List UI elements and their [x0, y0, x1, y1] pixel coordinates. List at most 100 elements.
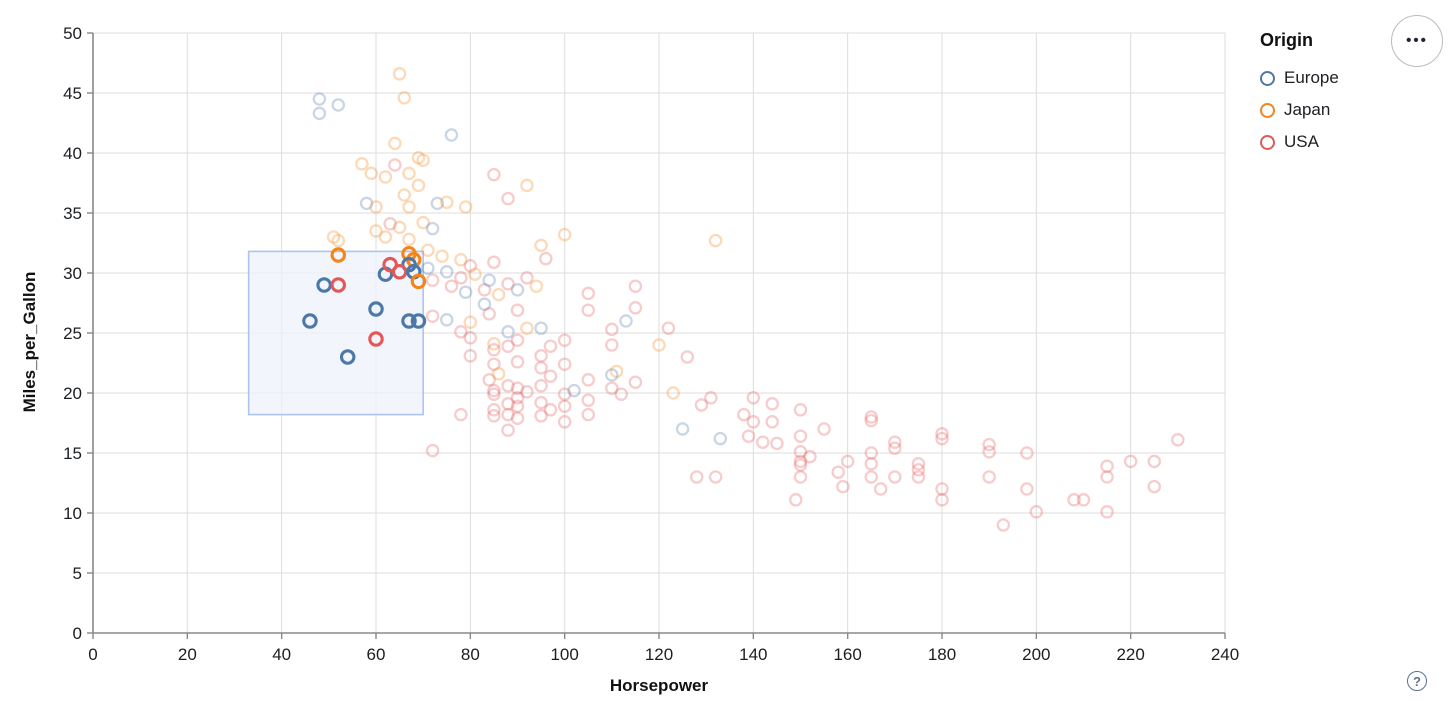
data-point: [793, 470, 808, 484]
data-point: [534, 409, 548, 423]
data-point: [557, 387, 572, 401]
data-point: [410, 313, 427, 329]
data-point: [501, 277, 515, 291]
data-point: [746, 391, 761, 405]
data-point: [487, 387, 501, 401]
data-point: [454, 325, 468, 339]
data-point: [477, 297, 492, 311]
data-point: [888, 470, 902, 484]
data-point: [368, 301, 384, 317]
data-point: [840, 454, 855, 469]
help-button[interactable]: ?: [1407, 671, 1427, 691]
data-point: [439, 265, 454, 279]
data-point: [666, 386, 680, 400]
data-point: [501, 407, 515, 422]
data-point: [416, 215, 430, 230]
y-tick-label: 20: [63, 384, 82, 403]
data-point: [605, 322, 619, 337]
legend-label: USA: [1284, 132, 1319, 151]
data-point: [628, 375, 643, 389]
y-tick-label: 45: [63, 84, 82, 103]
data-point: [520, 178, 534, 193]
data-point: [982, 437, 996, 452]
data-point: [689, 470, 704, 484]
data-point: [793, 403, 808, 417]
data-point: [510, 399, 525, 413]
y-axis-title: Miles_per_Gallon: [20, 271, 39, 413]
data-point: [557, 415, 572, 429]
data-point: [864, 470, 879, 484]
data-point: [388, 136, 402, 151]
data-point: [628, 279, 643, 293]
data-point: [520, 385, 534, 399]
x-tick-label: 160: [833, 645, 861, 664]
data-point: [619, 314, 633, 328]
data-point: [454, 271, 468, 285]
data-point: [487, 383, 501, 398]
data-point: [491, 287, 506, 302]
legend-item-usa: USA: [1260, 126, 1339, 158]
data-point: [416, 153, 430, 167]
data-point: [397, 188, 412, 202]
data-point: [911, 457, 926, 471]
data-point: [330, 277, 347, 293]
data-point: [482, 273, 496, 287]
legend-label: Europe: [1284, 68, 1339, 87]
data-point: [1123, 454, 1138, 469]
data-point: [803, 449, 817, 464]
data-point: [713, 431, 728, 446]
x-tick-label: 100: [550, 645, 578, 664]
data-point: [491, 367, 506, 381]
data-point: [487, 167, 501, 182]
data-point: [661, 321, 676, 335]
data-point: [487, 255, 501, 269]
legend-label: Japan: [1284, 100, 1331, 119]
data-point: [378, 230, 393, 244]
data-point: [770, 436, 784, 451]
data-point: [605, 338, 619, 352]
data-point: [454, 407, 468, 422]
x-tick-label: 80: [461, 645, 480, 664]
data-point: [487, 357, 501, 371]
data-point: [439, 313, 454, 327]
y-tick-label: 10: [63, 504, 82, 523]
data-point: [369, 224, 383, 238]
data-point: [534, 379, 548, 393]
data-point: [421, 261, 435, 275]
data-point: [543, 369, 558, 383]
data-point: [581, 373, 596, 387]
legend: Origin Europe Japan USA: [1260, 30, 1339, 158]
data-point: [439, 195, 454, 209]
data-point: [652, 338, 666, 352]
data-point: [458, 285, 473, 299]
x-tick-label: 180: [928, 645, 956, 664]
y-tick-label: 0: [73, 624, 82, 643]
data-point: [864, 446, 879, 460]
data-point: [330, 247, 347, 263]
x-tick-label: 20: [178, 645, 197, 664]
data-point: [425, 221, 440, 236]
x-tick-label: 60: [367, 645, 386, 664]
data-point: [482, 307, 496, 321]
data-point: [539, 251, 553, 266]
data-point: [534, 395, 548, 410]
data-point: [463, 331, 478, 345]
data-point: [996, 518, 1011, 532]
x-tick-label: 220: [1116, 645, 1144, 664]
data-point: [873, 482, 888, 496]
data-point: [888, 435, 902, 449]
data-point: [864, 413, 879, 428]
data-point: [1067, 493, 1081, 507]
data-point: [737, 407, 751, 422]
data-point: [397, 91, 412, 105]
data-point: [557, 357, 572, 371]
data-point: [694, 398, 709, 412]
chart-actions-menu-button[interactable]: •••: [1391, 15, 1443, 67]
data-point: [402, 200, 416, 214]
data-point: [425, 273, 440, 287]
data-point: [765, 397, 779, 411]
y-tick-label: 50: [63, 24, 82, 43]
data-point: [430, 196, 445, 211]
data-point: [316, 277, 332, 293]
